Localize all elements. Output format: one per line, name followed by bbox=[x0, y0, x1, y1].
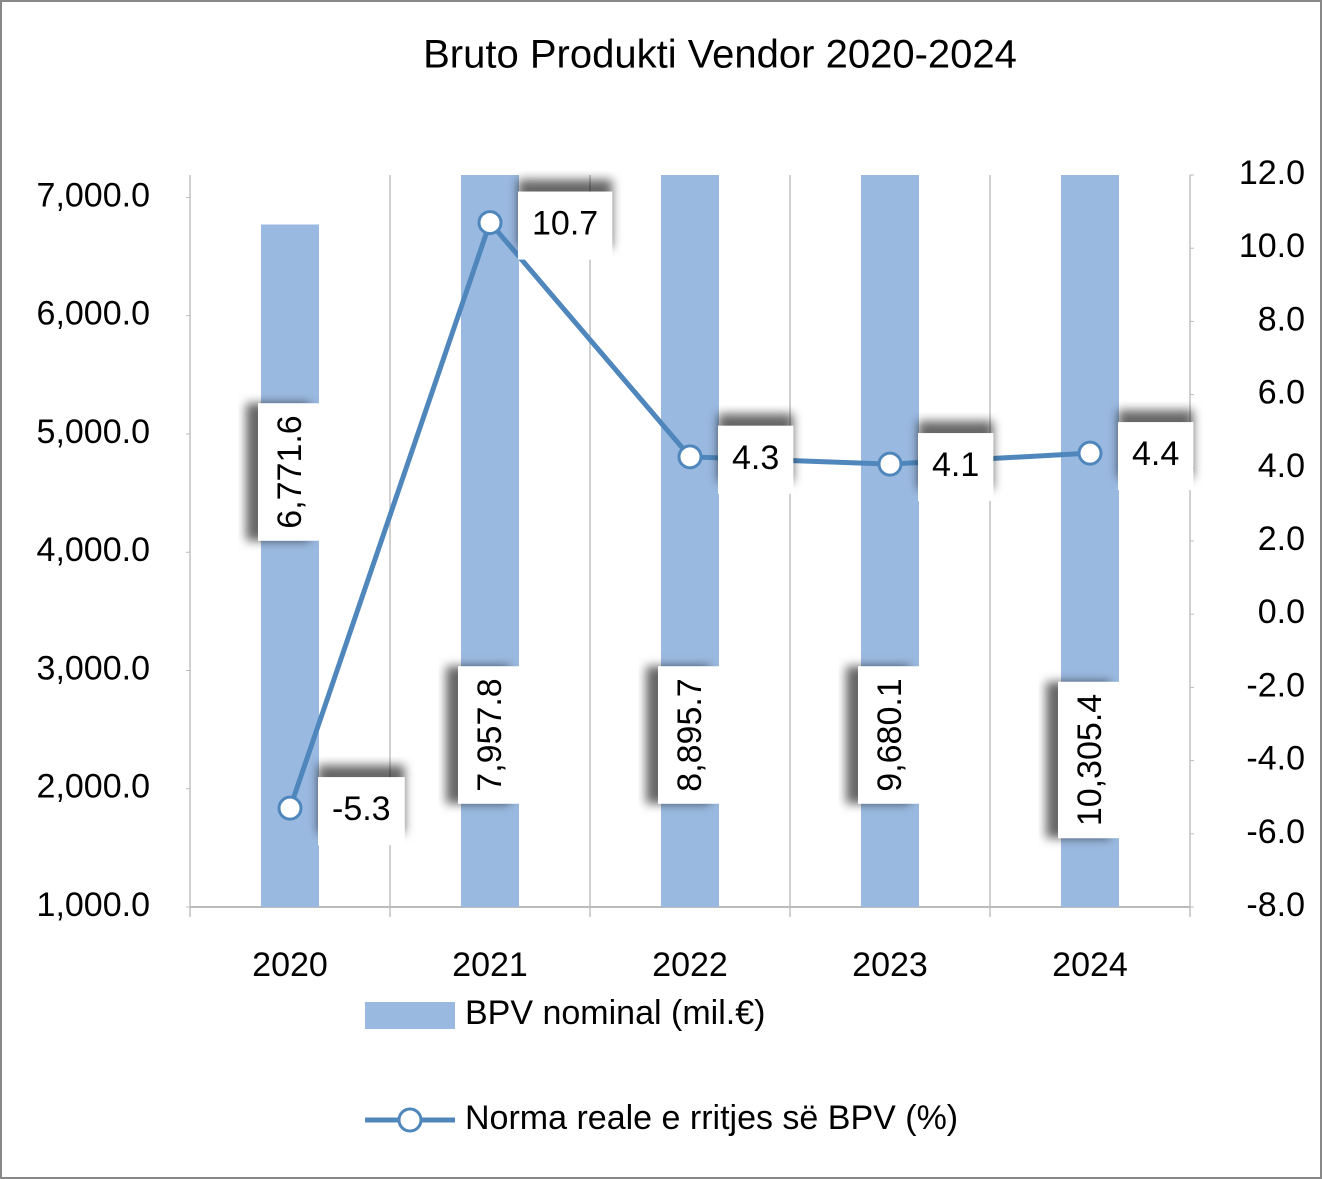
bar-value-label: 7,957.8 bbox=[471, 678, 509, 791]
x-tick-label: 2020 bbox=[252, 946, 328, 984]
x-tick-label: 2021 bbox=[452, 946, 528, 984]
line-marker bbox=[677, 444, 703, 470]
bar bbox=[261, 224, 319, 907]
y2-tick-label: 12.0 bbox=[1239, 154, 1305, 192]
legend-label: Norma reale e rritjes së BPV (%) bbox=[465, 1099, 958, 1137]
label-box bbox=[718, 425, 794, 494]
label-box bbox=[318, 777, 405, 846]
label-box bbox=[658, 666, 722, 804]
bar-value-label: 6,771.6 bbox=[271, 415, 309, 528]
bar-value-label: 10,305.4 bbox=[1071, 694, 1109, 826]
line-label: 10.7 bbox=[518, 191, 613, 260]
line-marker bbox=[277, 795, 303, 821]
y2-tick-label: 6.0 bbox=[1258, 374, 1305, 412]
line-marker bbox=[477, 210, 503, 236]
x-tick-label: 2024 bbox=[1052, 946, 1128, 984]
bar-label: 9,680.1 bbox=[858, 666, 922, 804]
label-box bbox=[918, 433, 994, 502]
y-tick-label: 6,000.0 bbox=[37, 295, 150, 333]
y2-tick-label: 2.0 bbox=[1258, 520, 1305, 558]
line-label: -5.3 bbox=[318, 777, 405, 846]
legend-marker bbox=[397, 1107, 423, 1133]
line-label: 4.3 bbox=[718, 425, 794, 494]
line-value-label: 4.4 bbox=[1132, 435, 1179, 473]
line-label: 4.1 bbox=[918, 433, 994, 502]
line-marker bbox=[1077, 440, 1103, 466]
line-marker bbox=[877, 451, 903, 477]
y2-tick-label: -2.0 bbox=[1246, 666, 1305, 704]
x-tick-label: 2022 bbox=[652, 946, 728, 984]
label-box bbox=[858, 666, 922, 804]
y2-tick-label: -4.0 bbox=[1246, 740, 1305, 778]
chart-title: Bruto Produkti Vendor 2020-2024 bbox=[423, 33, 1017, 77]
label-box bbox=[458, 666, 522, 804]
y-tick-label: 1,000.0 bbox=[37, 886, 150, 924]
bar-label: 8,895.7 bbox=[658, 666, 722, 804]
y-tick-label: 5,000.0 bbox=[37, 413, 150, 451]
line-value-label: 10.7 bbox=[532, 205, 598, 243]
y2-tick-label: 0.0 bbox=[1258, 593, 1305, 631]
y-tick-label: 2,000.0 bbox=[37, 768, 150, 806]
bar-value-label: 8,895.7 bbox=[671, 678, 709, 791]
x-tick-label: 2023 bbox=[852, 946, 928, 984]
y2-tick-label: 4.0 bbox=[1258, 447, 1305, 485]
y2-tick-label: -8.0 bbox=[1246, 886, 1305, 924]
line-value-label: 4.1 bbox=[932, 446, 979, 484]
y2-tick-label: -6.0 bbox=[1246, 813, 1305, 851]
bar-label: 7,957.8 bbox=[458, 666, 522, 804]
label-box bbox=[1118, 422, 1194, 491]
label-box bbox=[518, 191, 613, 260]
legend-swatch bbox=[365, 1002, 455, 1029]
line-value-label: 4.3 bbox=[732, 439, 779, 477]
y-tick-label: 3,000.0 bbox=[37, 649, 150, 687]
legend-label: BPV nominal (mil.€) bbox=[465, 994, 765, 1032]
y-tick-label: 7,000.0 bbox=[37, 176, 150, 214]
y2-tick-label: 10.0 bbox=[1239, 227, 1305, 265]
label-box bbox=[1058, 681, 1122, 839]
label-box bbox=[258, 403, 322, 541]
bar-value-label: 9,680.1 bbox=[871, 678, 909, 791]
y2-tick-label: 8.0 bbox=[1258, 300, 1305, 338]
line-value-label: -5.3 bbox=[332, 790, 391, 828]
bar-label: 6,771.6 bbox=[258, 403, 322, 541]
bar-label: 10,305.4 bbox=[1058, 681, 1122, 839]
line-label: 4.4 bbox=[1118, 422, 1194, 491]
y-tick-label: 4,000.0 bbox=[37, 531, 150, 569]
